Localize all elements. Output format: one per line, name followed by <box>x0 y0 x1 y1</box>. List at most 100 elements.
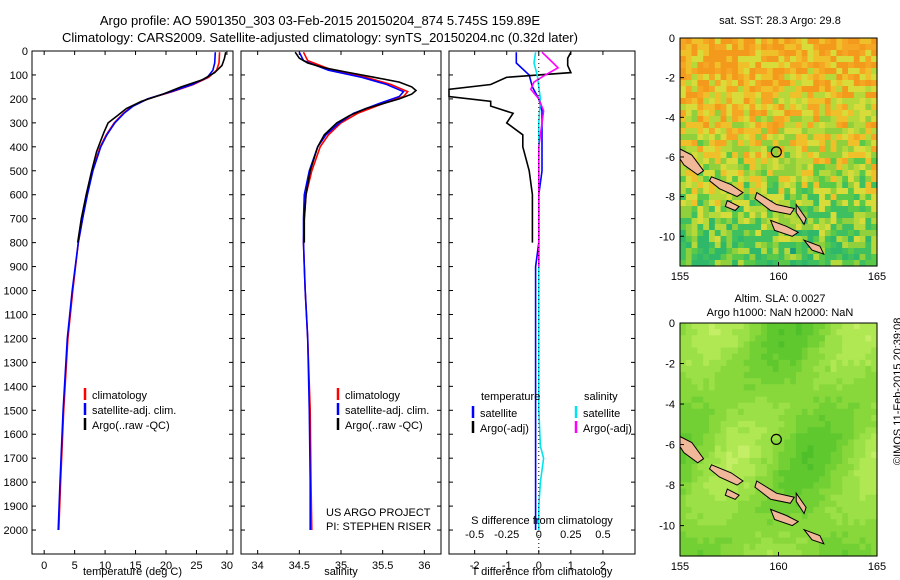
sst_map-cell <box>737 170 745 177</box>
sst_map-cell <box>795 236 803 243</box>
sst_map-cell <box>772 230 780 237</box>
sla_map-cell <box>680 476 687 483</box>
sla_map-cell <box>691 433 698 441</box>
sst_map-cell <box>801 152 809 159</box>
sst_map-cell <box>726 44 733 51</box>
sst_map-cell <box>795 86 803 93</box>
sla_map-cell <box>714 323 722 330</box>
sla_map-cell <box>743 335 751 342</box>
sla_map-cell <box>720 457 727 465</box>
sla_map-cell <box>795 396 803 404</box>
sst_map-cell <box>714 134 722 141</box>
sst_map-cell <box>685 164 693 171</box>
sla_map-cell <box>778 531 785 539</box>
sst_map-cell <box>790 170 797 177</box>
sla_map-cell <box>830 488 837 496</box>
sst_map-cell <box>853 188 861 195</box>
sst_map-cell <box>807 116 814 123</box>
sla_map-cell <box>801 396 809 404</box>
sla_map-cell <box>709 488 716 496</box>
sst_map-cell <box>795 176 803 183</box>
depth-tick-label: 0 <box>22 46 28 58</box>
sst_map-cell <box>726 158 733 165</box>
sla_map-cell <box>691 329 698 336</box>
sla_map-cell <box>859 470 866 477</box>
sst_map-cell <box>691 92 698 99</box>
sla_map-cell <box>778 427 785 434</box>
sla_map-cell <box>842 390 849 398</box>
sla_map-cell <box>720 384 727 391</box>
sst_map-cell <box>714 212 722 219</box>
sla_map-cell <box>801 464 809 471</box>
sst_map-cell <box>859 50 866 57</box>
sla_map-cell <box>848 353 855 361</box>
sst_map-cell <box>680 176 687 183</box>
sst_map-cell <box>801 74 809 81</box>
sla_map-cell <box>824 464 832 471</box>
sst_map-cell <box>714 86 722 93</box>
sst_map-cell <box>824 92 832 99</box>
sla_map-cell <box>830 402 837 410</box>
depth-tick-label: 1600 <box>4 429 28 441</box>
sst_map-cell <box>871 62 878 69</box>
sla_map-cell <box>842 359 849 367</box>
sst_map-cell <box>772 140 780 147</box>
sla_map-cell <box>761 537 768 545</box>
sla_map-cell <box>714 543 722 551</box>
sst_map-cell <box>795 224 803 231</box>
sla_map-cell <box>714 390 722 398</box>
sst_map-cell <box>691 74 698 81</box>
sla_map-cell <box>680 531 687 539</box>
sst_map-cell <box>697 44 704 51</box>
sst_map-cell <box>819 188 826 195</box>
sla_map-cell <box>761 433 768 441</box>
sla_map-cell <box>819 488 826 496</box>
sst_map-cell <box>801 134 809 141</box>
sst_map-cell <box>795 44 803 51</box>
sst_map-cell <box>680 62 687 69</box>
sla_map-cell <box>871 365 878 373</box>
sla_map-cell <box>784 500 791 508</box>
sla_map-cell <box>830 494 837 502</box>
sst_map-cell <box>685 194 693 201</box>
sla_map-cell <box>778 457 785 465</box>
sla_map-cell <box>726 384 733 391</box>
sst_map-cell <box>772 152 780 159</box>
sla_map-cell <box>871 396 878 404</box>
sla_map-cell <box>824 323 832 330</box>
sst_map-cell <box>709 50 716 57</box>
sla_map-cell <box>772 488 780 496</box>
sst_map-cell <box>772 176 780 183</box>
sst_map-cell <box>790 164 797 171</box>
sla_map-cell <box>766 421 774 428</box>
sla_map-cell <box>680 549 687 557</box>
sla_map-cell <box>732 506 739 514</box>
sst_map-cell <box>766 56 774 63</box>
sst_map-cell <box>819 80 826 87</box>
sst_map-cell <box>842 122 849 129</box>
sla_map-cell <box>865 476 872 483</box>
sla_map-cell <box>871 525 878 532</box>
sla_map-cell <box>680 451 687 459</box>
sst_map-cell <box>836 74 843 81</box>
sla_map-cell <box>813 323 820 330</box>
sst_map-cell <box>807 110 814 117</box>
sla_map-cell <box>853 390 861 398</box>
sla_map-cell <box>755 427 762 434</box>
sst_map-cell <box>691 44 698 51</box>
sla_map-cell <box>848 402 855 410</box>
sla_map-cell <box>732 415 739 422</box>
sla_map-cell <box>737 439 745 447</box>
sla_map-cell <box>813 525 820 532</box>
sst_map-cell <box>766 110 774 117</box>
sla_map-cell <box>703 402 710 410</box>
sst_map-cell <box>737 182 745 189</box>
sst_map-cell <box>790 44 797 51</box>
sla_map-cell <box>761 488 768 496</box>
sst_map-cell <box>720 80 727 87</box>
sst_map-cell <box>813 68 820 75</box>
sst_map-cell <box>680 260 687 267</box>
sla_map-cell <box>784 476 791 483</box>
sst_map-cell <box>749 56 756 63</box>
sst_map-cell <box>853 68 861 75</box>
